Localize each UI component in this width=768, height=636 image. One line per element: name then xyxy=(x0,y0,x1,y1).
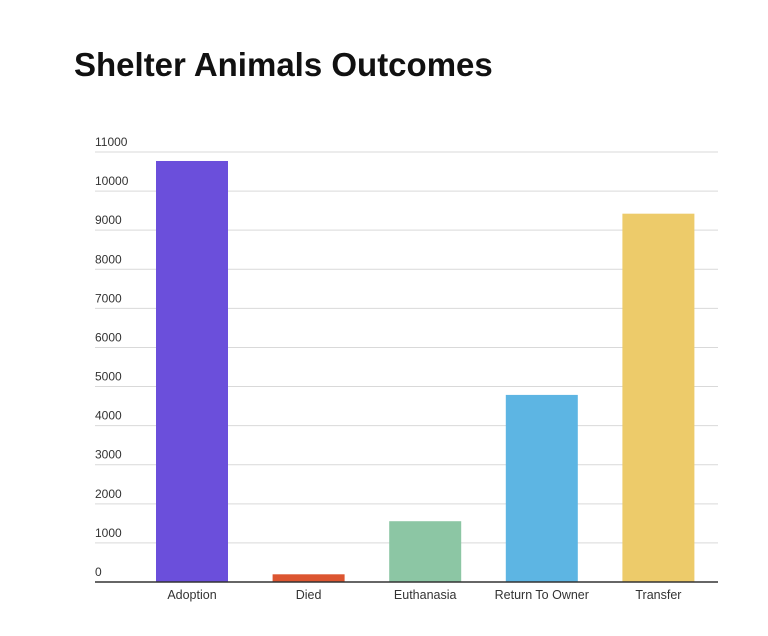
y-tick-label: 1000 xyxy=(95,526,122,540)
bar-return-to-owner xyxy=(505,394,578,582)
x-axis-labels: Adoption Died Euthanasia Return To Owner Tra… xyxy=(167,588,681,602)
y-tick-label: 6000 xyxy=(95,330,122,344)
x-tick-label: Transfer xyxy=(635,588,681,602)
y-tick-label: 11000 xyxy=(95,135,128,149)
y-tick-label: 0 xyxy=(95,565,102,579)
chart-title: Shelter Animals Outcomes xyxy=(74,46,493,83)
bars xyxy=(156,160,695,582)
y-tick-label: 7000 xyxy=(95,291,122,305)
y-tick-label: 9000 xyxy=(95,213,122,227)
x-tick-label: Adoption xyxy=(167,588,216,602)
x-tick-label: Euthanasia xyxy=(394,588,457,602)
bar-died xyxy=(272,574,345,582)
y-tick-label: 4000 xyxy=(95,409,122,423)
x-tick-label: Return To Owner xyxy=(495,588,589,602)
y-tick-label: 8000 xyxy=(95,252,122,266)
bar-adoption xyxy=(156,160,228,582)
y-tick-label: 5000 xyxy=(95,370,122,384)
bar-euthanasia xyxy=(389,521,462,582)
y-axis-ticks: 0 1000 2000 3000 4000 5000 6000 7000 8000 9000 100… xyxy=(95,135,129,579)
bar-transfer xyxy=(622,213,695,582)
y-tick-label: 3000 xyxy=(95,448,122,462)
y-tick-label: 2000 xyxy=(95,487,122,501)
y-tick-label: 10000 xyxy=(95,174,129,188)
x-tick-label: Died xyxy=(296,588,322,602)
